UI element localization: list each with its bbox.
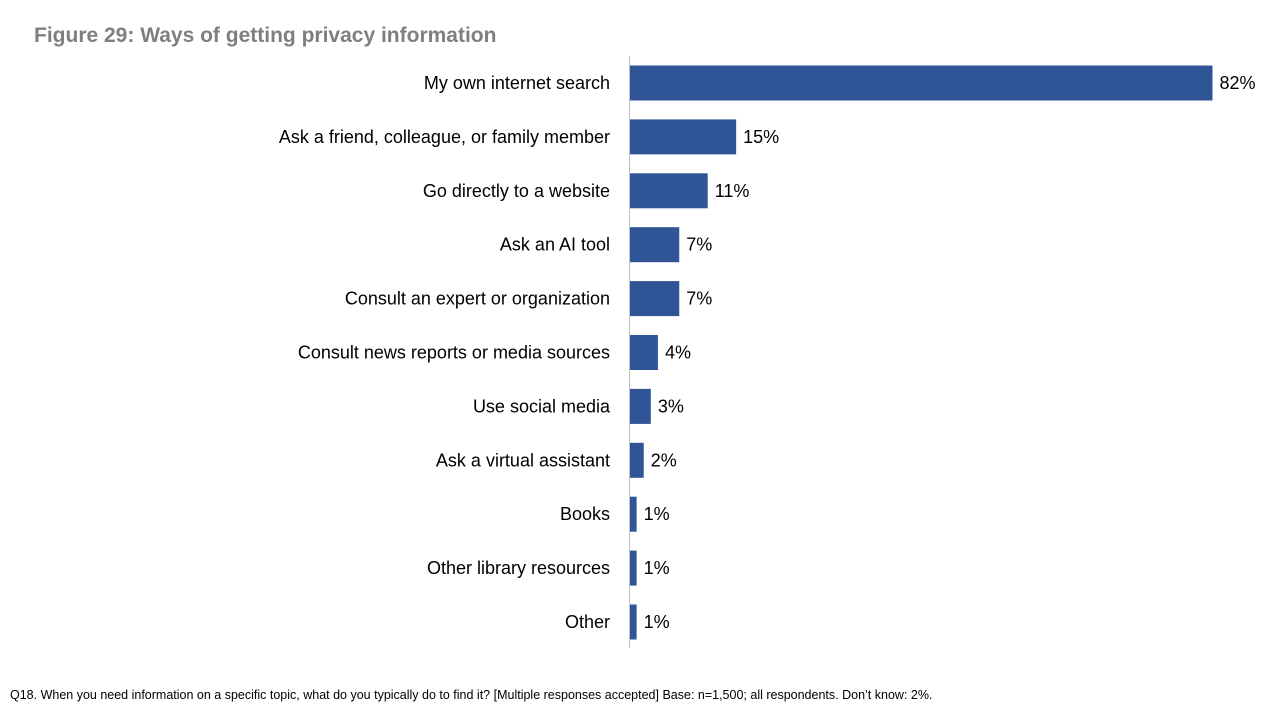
value-label: 7% [686,289,712,309]
category-label: Other library resources [427,558,610,578]
chart-title: Figure 29: Ways of getting privacy infor… [34,24,497,47]
category-label: Consult news reports or media sources [298,343,610,363]
bar [629,281,680,317]
value-labels-group: 82% 15% 11% 7% 7% 4% 3% 2% 1% 1% 1% [644,73,1256,632]
footnote: Q18. When you need information on a spec… [10,688,933,702]
category-label: Ask a virtual assistant [436,450,610,470]
bar [629,335,658,370]
value-label: 3% [658,396,684,416]
value-label: 7% [686,235,712,255]
value-label: 82% [1220,73,1256,93]
bar [629,119,737,155]
category-label: Ask an AI tool [500,235,610,255]
bar [629,388,651,424]
category-label: Consult an expert or organization [345,289,610,309]
bars-group [629,65,1213,640]
category-label: My own internet search [424,73,610,93]
bar [629,496,637,532]
value-label: 1% [644,504,670,524]
value-label: 1% [644,612,670,632]
value-label: 2% [651,450,677,470]
value-label: 11% [715,181,750,201]
bar [629,65,1213,101]
value-label: 4% [665,343,691,363]
category-label: Other [565,612,610,632]
category-label: Ask a friend, colleague, or family membe… [279,127,610,147]
value-label: 1% [644,558,670,578]
bar [629,442,644,478]
bar [629,227,680,263]
bar [629,173,708,209]
bar [629,550,637,586]
value-label: 15% [743,127,779,147]
bar-chart: My own internet search Ask a friend, coll… [279,56,1256,648]
category-label: Books [560,504,610,524]
category-label: Go directly to a website [423,181,610,201]
bar [629,604,637,640]
category-label: Use social media [473,396,611,416]
category-labels-group: My own internet search Ask a friend, coll… [279,73,611,632]
